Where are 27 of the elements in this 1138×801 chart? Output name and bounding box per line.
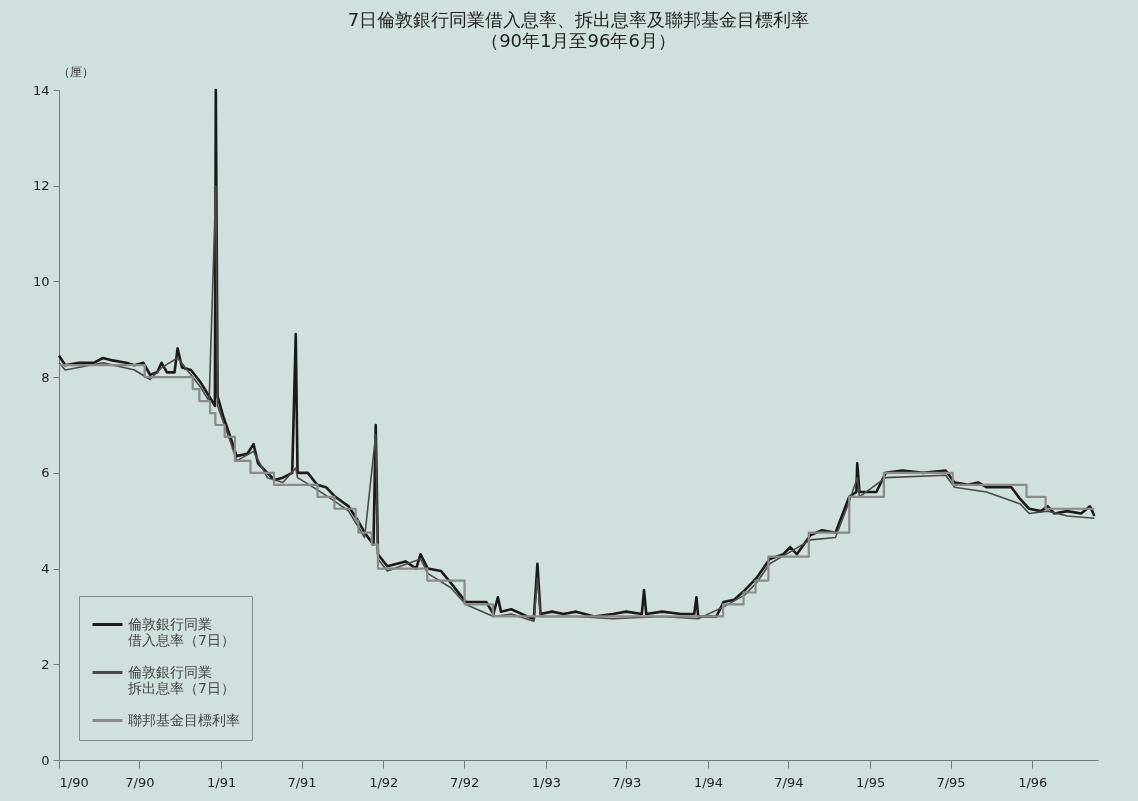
y-tick-label: 4 (41, 561, 50, 577)
x-tick-label: 7/93 (612, 774, 642, 790)
y-tick-label: 12 (32, 178, 50, 194)
y-tick-label: 2 (41, 656, 50, 672)
x-tick-label: 7/91 (287, 774, 317, 790)
x-tick-label: 1/93 (531, 774, 561, 790)
x-tick-label: 1/95 (856, 774, 886, 790)
legend-label: 倫敦銀行同業拆出息率（7日） (127, 663, 235, 696)
x-tick-label: 1/90 (59, 774, 89, 790)
y-tick-label: 10 (32, 273, 50, 289)
legend-label: 倫敦銀行同業借入息率（7日） (127, 615, 235, 648)
y-tick-label: 0 (41, 752, 50, 768)
x-tick-label: 7/92 (450, 774, 480, 790)
x-tick-label: 7/95 (936, 774, 966, 790)
x-tick-label: 1/92 (369, 774, 399, 790)
x-tick-label: 1/91 (207, 774, 237, 790)
chart-title: 7日倫敦銀行同業借入息率、拆出息率及聯邦基金目標利率 (347, 9, 810, 30)
x-tick-label: 1/94 (693, 774, 724, 790)
y-axis-title: （厘） (57, 64, 94, 79)
chart-subtitle: （90年1月至96年6月） (481, 30, 676, 51)
x-tick-label: 7/90 (125, 774, 155, 790)
legend-label: 聯邦基金目標利率 (128, 711, 240, 728)
y-tick-label: 14 (32, 82, 50, 98)
y-tick-label: 6 (41, 465, 50, 481)
y-tick-label: 8 (41, 369, 50, 385)
x-tick-label: 1/96 (1018, 774, 1048, 790)
x-tick-label: 7/94 (774, 774, 804, 790)
